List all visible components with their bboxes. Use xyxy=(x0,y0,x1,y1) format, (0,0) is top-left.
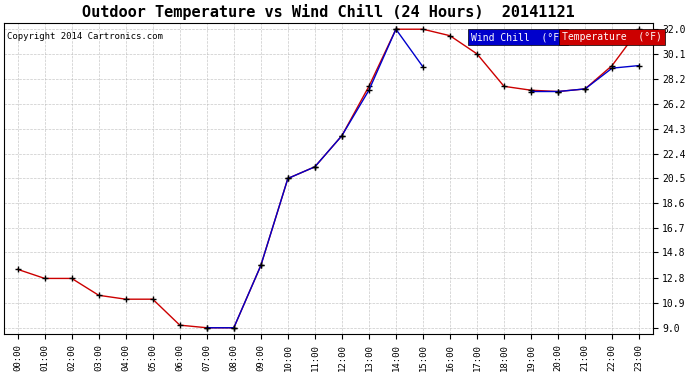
Text: Copyright 2014 Cartronics.com: Copyright 2014 Cartronics.com xyxy=(8,32,164,41)
Text: Wind Chill  (°F): Wind Chill (°F) xyxy=(471,32,565,42)
Title: Outdoor Temperature vs Wind Chill (24 Hours)  20141121: Outdoor Temperature vs Wind Chill (24 Ho… xyxy=(82,4,575,20)
Text: Temperature  (°F): Temperature (°F) xyxy=(562,32,662,42)
